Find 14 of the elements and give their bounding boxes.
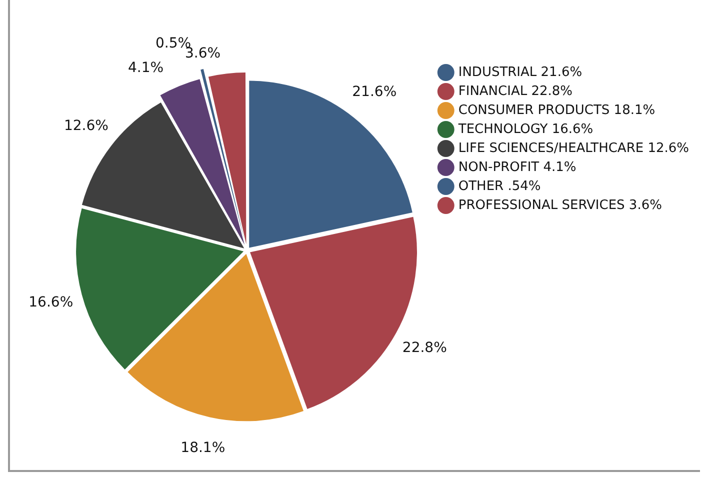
legend-label: PROFESSIONAL SERVICES 3.6%: [458, 198, 662, 213]
legend-label: TECHNOLOGY 16.6%: [457, 122, 594, 137]
data-label: 4.1%: [128, 60, 164, 76]
legend-label: CONSUMER PRODUCTS 18.1%: [458, 102, 656, 118]
data-label: 16.6%: [28, 294, 74, 311]
legend-label: LIFE SCIENCES/HEALTHCARE 12.6%: [458, 140, 689, 156]
legend-label: OTHER .54%: [458, 178, 541, 194]
data-label: 21.6%: [352, 84, 397, 100]
legend-label: FINANCIAL 22.8%: [458, 84, 573, 99]
legend-label: INDUSTRIAL 21.6%: [458, 64, 582, 80]
data-label: 22.8%: [402, 340, 447, 356]
legend-label: NON-PROFIT 4.1%: [458, 160, 576, 175]
data-label: 18.1%: [180, 440, 226, 456]
data-label: 12.6%: [64, 118, 108, 134]
